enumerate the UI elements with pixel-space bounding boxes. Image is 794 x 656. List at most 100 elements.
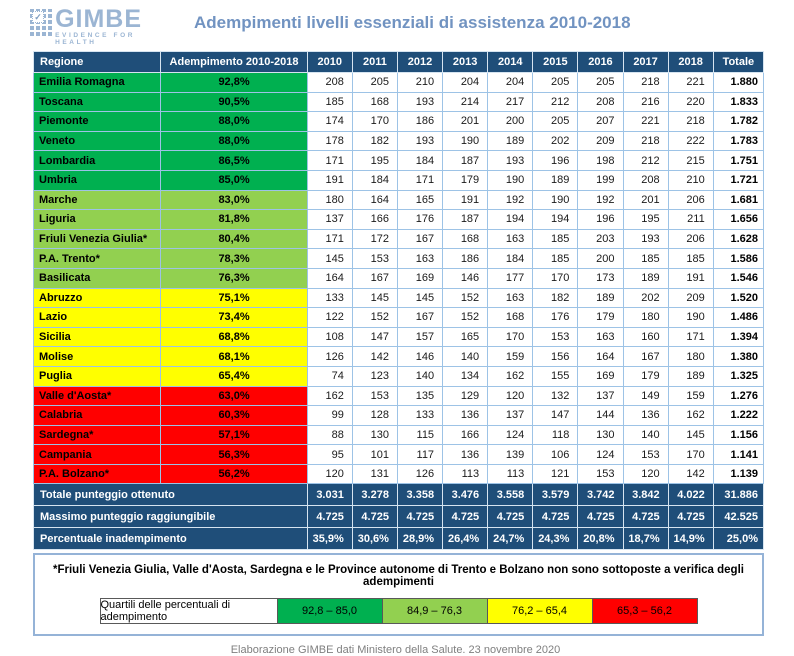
table-row: Emilia Romagna 92,8% 208 205 210 204 204 205 205… [32, 72, 765, 93]
adempimento-cell: 83,0% [160, 189, 308, 211]
adempimento-cell: 76,3% [160, 267, 308, 289]
value-cell: 201 [442, 111, 489, 132]
logo-grid-icon: ✓ [30, 9, 53, 36]
adempimento-cell: 80,4% [160, 228, 308, 250]
value-cell: 185 [306, 91, 353, 113]
value-cell: 162 [667, 405, 714, 426]
totale-cell: 1.156 [712, 424, 765, 446]
value-cell: 120 [487, 385, 534, 407]
value-cell: 222 [667, 130, 714, 152]
column-header: 2014 [487, 51, 534, 73]
value-cell: 163 [396, 248, 444, 269]
value-cell: 208 [306, 72, 353, 93]
value-cell: 168 [351, 91, 398, 113]
region-cell: Umbria [32, 169, 162, 191]
value-cell: 153 [532, 326, 579, 348]
value-cell: 189 [487, 130, 534, 152]
totale-cell: 1.628 [712, 228, 765, 250]
value-cell: 180 [306, 189, 353, 211]
table-row: Veneto 88,0% 178 182 193 190 189 202 209 218 222 1.… [32, 130, 765, 152]
value-cell: 176 [396, 209, 444, 230]
value-cell: 172 [351, 228, 398, 250]
value-cell: 115 [396, 424, 444, 446]
value-cell: 147 [351, 326, 398, 348]
value-cell: 163 [487, 228, 534, 250]
summary-value-cell: 3.842 [622, 483, 669, 507]
adempimento-cell: 92,8% [160, 72, 308, 93]
value-cell: 205 [577, 72, 624, 93]
value-cell: 204 [487, 72, 534, 93]
value-cell: 168 [487, 307, 534, 328]
summary-value-cell: 3.558 [487, 483, 534, 507]
summary-value-cell: 3.579 [532, 483, 579, 507]
table-row: Molise 68,1% 126 142 146 140 159 156 164 167 180 1.… [32, 346, 765, 367]
table-row: Umbria 85,0% 191 184 171 179 190 189 199 208 210 1.… [32, 169, 765, 191]
value-cell: 164 [351, 189, 398, 211]
region-cell: Toscana [32, 91, 162, 113]
value-cell: 128 [351, 405, 398, 426]
logo-text: GIMBE EVIDENCE FOR HEALTH [55, 7, 158, 47]
totale-cell: 1.751 [712, 150, 765, 171]
adempimento-cell: 60,3% [160, 405, 308, 426]
value-cell: 216 [622, 91, 669, 113]
value-cell: 191 [442, 189, 489, 211]
totale-cell: 1.222 [712, 405, 765, 426]
adempimento-cell: 90,5% [160, 91, 308, 113]
value-cell: 136 [442, 444, 489, 465]
value-cell: 153 [351, 248, 398, 269]
adempimento-cell: 68,1% [160, 346, 308, 367]
table-row: Sicilia 68,8% 108 147 157 165 170 153 163 160 171 1… [32, 326, 765, 348]
value-cell: 193 [487, 150, 534, 171]
value-cell: 191 [667, 267, 714, 289]
value-cell: 189 [667, 365, 714, 387]
value-cell: 192 [487, 189, 534, 211]
value-cell: 190 [487, 169, 534, 191]
table-row: P.A. Bolzano* 56,2% 120 131 126 113 113 121 153 1… [32, 463, 765, 485]
value-cell: 179 [442, 169, 489, 191]
value-cell: 120 [306, 463, 353, 485]
value-cell: 221 [622, 111, 669, 132]
value-cell: 95 [306, 444, 353, 465]
totale-cell: 1.586 [712, 248, 765, 269]
value-cell: 179 [577, 307, 624, 328]
value-cell: 198 [577, 150, 624, 171]
value-cell: 145 [396, 287, 444, 309]
value-cell: 157 [396, 326, 444, 348]
table-row: Basilicata 76,3% 164 167 169 146 177 170 173 189 1… [32, 267, 765, 289]
value-cell: 136 [622, 405, 669, 426]
table-footer: Totale punteggio ottenuto 3.031 3.278 3.358… [33, 483, 765, 551]
value-cell: 199 [577, 169, 624, 191]
value-cell: 202 [622, 287, 669, 309]
value-cell: 136 [442, 405, 489, 426]
region-cell: Lombardia [32, 150, 162, 171]
value-cell: 124 [577, 444, 624, 465]
totale-cell: 1.681 [712, 189, 765, 211]
value-cell: 167 [622, 346, 669, 367]
region-cell: Campania [32, 444, 162, 465]
table-row: Valle d'Aosta* 63,0% 162 153 135 129 120 132 137… [32, 385, 765, 407]
summary-label: Percentuale inadempimento [33, 527, 308, 551]
summary-value-cell: 3.742 [577, 483, 624, 507]
page-title: Adempimenti livelli essenziali di assist… [194, 13, 631, 32]
value-cell: 195 [351, 150, 398, 171]
value-cell: 190 [667, 307, 714, 328]
value-cell: 190 [532, 189, 579, 211]
report-table: Regione Adempimento 2010-2018 2010 2011 2012… [32, 51, 765, 551]
column-header: 2017 [622, 51, 669, 73]
gimbe-logo: ✓ GIMBE EVIDENCE FOR HEALTH [30, 7, 158, 46]
value-cell: 146 [396, 346, 444, 367]
value-cell: 210 [667, 169, 714, 191]
region-cell: Veneto [32, 130, 162, 152]
value-cell: 182 [532, 287, 579, 309]
column-header: 2016 [577, 51, 624, 73]
totale-cell: 1.833 [712, 91, 765, 113]
value-cell: 118 [532, 424, 579, 446]
totale-cell: 1.394 [712, 326, 765, 348]
legend: Quartili delle percentuali di adempiment… [41, 598, 756, 625]
value-cell: 182 [351, 130, 398, 152]
value-cell: 194 [487, 209, 534, 230]
value-cell: 179 [622, 365, 669, 387]
value-cell: 194 [532, 209, 579, 230]
value-cell: 193 [622, 228, 669, 250]
column-header: Totale [712, 51, 765, 73]
